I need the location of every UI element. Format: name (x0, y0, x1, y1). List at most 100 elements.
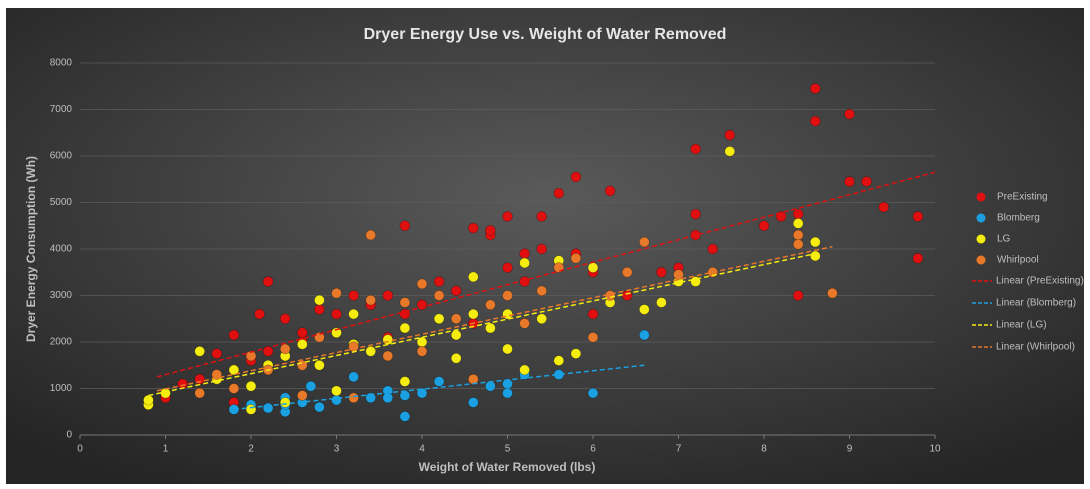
point (912, 211, 924, 222)
point (519, 276, 530, 287)
point (502, 290, 513, 301)
x-tick-label: 8 (761, 444, 767, 455)
point (450, 285, 462, 297)
point (656, 266, 667, 278)
point (621, 290, 633, 301)
point (673, 269, 684, 280)
point (279, 343, 291, 355)
point (792, 290, 804, 301)
point (570, 348, 582, 359)
point (296, 339, 308, 350)
point (177, 378, 188, 390)
point (878, 201, 890, 213)
point (416, 345, 428, 357)
point (194, 345, 205, 357)
point (433, 313, 445, 325)
point (519, 364, 530, 376)
point (861, 176, 872, 187)
point (348, 308, 359, 320)
point (758, 220, 770, 232)
point (399, 220, 411, 232)
point (485, 322, 496, 334)
point (690, 143, 701, 155)
point (690, 229, 701, 241)
x-tick-label: 10 (929, 444, 941, 455)
point (382, 290, 394, 301)
x-tick-label: 3 (334, 444, 340, 455)
point (331, 308, 342, 320)
point (305, 380, 317, 392)
trendline (233, 364, 645, 411)
trendline (148, 252, 816, 397)
point (365, 294, 377, 306)
point (553, 187, 565, 199)
point (262, 402, 274, 414)
legend-label: Linear (PreExisting) (996, 276, 1084, 287)
point (331, 327, 342, 339)
point (707, 243, 719, 255)
point (570, 252, 582, 264)
legend-label: Whirlpool (997, 255, 1039, 266)
y-tick-label: 8000 (50, 58, 73, 69)
point (279, 397, 291, 408)
point (228, 383, 240, 394)
point (450, 329, 462, 341)
point (587, 332, 599, 343)
legend-label: LG (997, 234, 1011, 245)
point (587, 308, 599, 320)
point (844, 108, 855, 120)
x-tick-label: 5 (505, 444, 511, 455)
point (382, 350, 394, 362)
y-tick-label: 4000 (50, 244, 73, 255)
point (570, 171, 582, 183)
point (724, 146, 736, 157)
point (536, 285, 548, 297)
point (331, 394, 342, 406)
point (792, 218, 804, 229)
point (485, 225, 496, 236)
point (467, 308, 479, 320)
point (450, 352, 462, 364)
point (912, 252, 924, 264)
point (399, 376, 411, 387)
point (502, 387, 513, 399)
legend-marker (976, 213, 986, 223)
point (365, 229, 377, 241)
point (485, 299, 496, 311)
point (228, 364, 240, 376)
point (519, 318, 530, 329)
y-tick-label: 6000 (50, 151, 73, 162)
point (211, 369, 223, 380)
point (433, 290, 445, 301)
point (467, 271, 479, 283)
point (638, 304, 650, 315)
point (724, 129, 736, 141)
y-tick-label: 5000 (50, 197, 73, 208)
point (844, 176, 855, 187)
point (502, 343, 513, 355)
legend-label: Linear (Blomberg) (996, 298, 1076, 309)
point (621, 266, 633, 278)
point (331, 287, 342, 299)
y-tick-label: 3000 (50, 290, 73, 301)
legend-marker (976, 255, 986, 265)
point (314, 304, 325, 315)
point (279, 313, 291, 325)
point (450, 313, 462, 325)
point (467, 222, 479, 234)
legend-label: PreExisting (997, 192, 1048, 203)
point (399, 411, 411, 422)
point (194, 387, 205, 399)
point (433, 376, 445, 387)
point (254, 308, 265, 320)
y-axis-label: Dryer Energy Consumption (Wh) (24, 156, 38, 342)
point (604, 185, 616, 197)
trendline (156, 245, 833, 392)
point (211, 348, 223, 359)
legend-label: Linear (Whirlpool) (996, 342, 1075, 353)
point (553, 355, 565, 366)
x-tick-label: 1 (163, 444, 169, 455)
point (809, 236, 821, 248)
point (348, 371, 359, 383)
